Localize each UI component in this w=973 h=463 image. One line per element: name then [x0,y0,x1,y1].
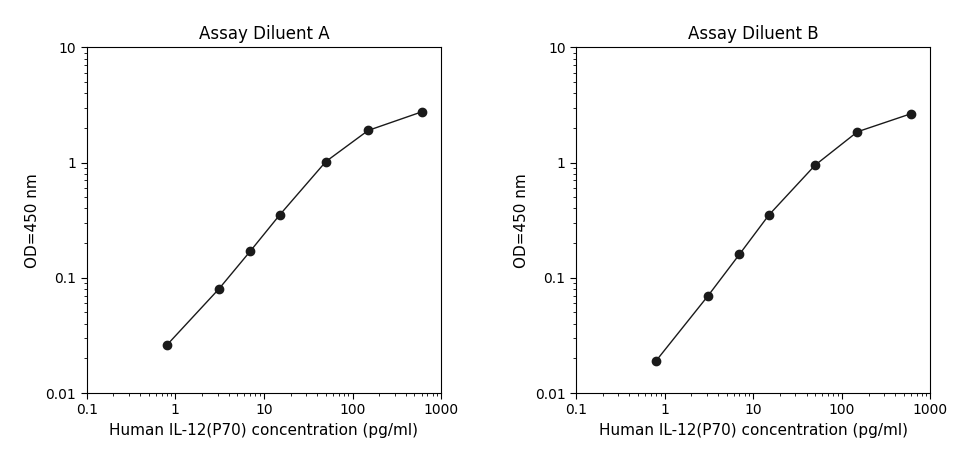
Title: Assay Diluent A: Assay Diluent A [198,25,329,43]
X-axis label: Human IL-12(P70) concentration (pg/ml): Human IL-12(P70) concentration (pg/ml) [109,423,418,438]
Y-axis label: OD=450 nm: OD=450 nm [515,173,529,268]
Y-axis label: OD=450 nm: OD=450 nm [25,173,40,268]
Title: Assay Diluent B: Assay Diluent B [688,25,818,43]
X-axis label: Human IL-12(P70) concentration (pg/ml): Human IL-12(P70) concentration (pg/ml) [598,423,908,438]
